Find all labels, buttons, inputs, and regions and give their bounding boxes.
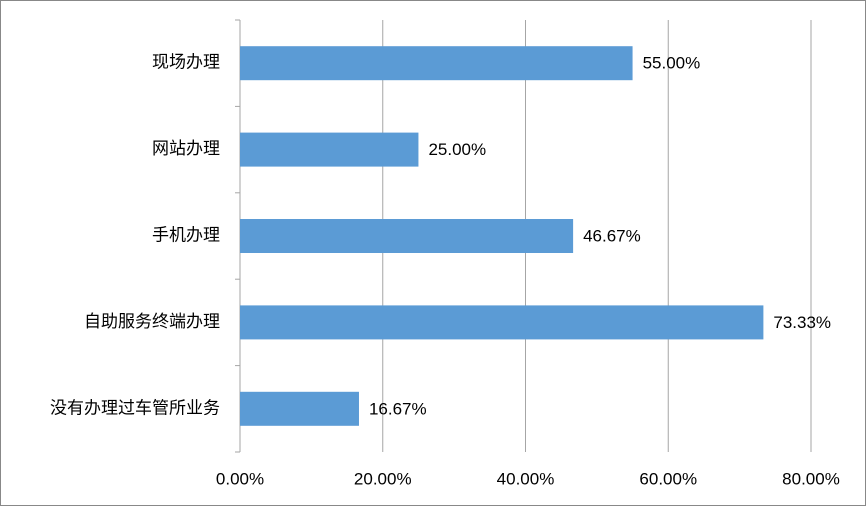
y-tick-label: 自助服务终端办理: [84, 312, 220, 331]
bar: [240, 132, 419, 167]
bar: [240, 391, 359, 426]
y-tick-label: 网站办理: [152, 139, 220, 158]
y-tick-label: 没有办理过车管所业务: [50, 398, 220, 417]
bar: [240, 305, 764, 340]
bar: [240, 46, 633, 81]
data-label: 55.00%: [643, 54, 701, 73]
data-label: 16.67%: [369, 399, 427, 418]
x-tick-label: 20.00%: [354, 469, 412, 488]
data-label: 25.00%: [428, 140, 486, 159]
x-tick-label: 40.00%: [497, 469, 555, 488]
data-label: 73.33%: [773, 313, 831, 332]
y-tick-label: 手机办理: [152, 225, 220, 244]
data-label: 46.67%: [583, 226, 641, 245]
x-tick-label: 80.00%: [782, 469, 840, 488]
x-tick-label: 60.00%: [639, 469, 697, 488]
y-tick-label: 现场办理: [152, 53, 220, 72]
x-tick-label: 0.00%: [216, 469, 264, 488]
bar: [240, 219, 574, 253]
